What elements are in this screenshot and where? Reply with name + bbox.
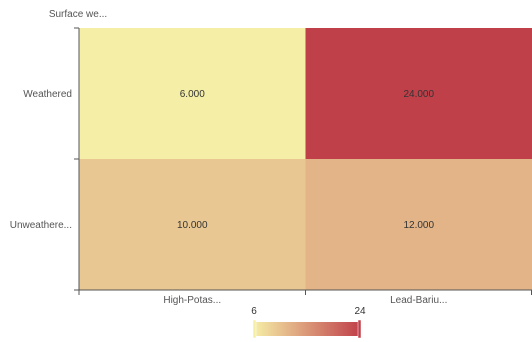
visual-map-min-label: 6 — [251, 306, 257, 317]
x-axis-ticks: High-Potas... Lead-Bariu... — [78, 290, 532, 306]
heatmap-cell[interactable] — [305, 159, 532, 290]
axes: Surface we... Weathered Unweathere... Hig… — [10, 9, 532, 306]
x-axis-tick-label: High-Potas... — [163, 295, 221, 306]
y-axis-tick-label: Weathered — [23, 89, 72, 100]
heatmap-cell[interactable] — [79, 28, 306, 159]
visual-map[interactable]: 6 24 — [251, 306, 366, 339]
heatmap-cell-labels: 6.000 24.000 10.000 12.000 — [177, 89, 435, 231]
x-axis-tick-label: Lead-Bariu... — [390, 295, 447, 306]
visual-map-max-handle[interactable] — [357, 319, 362, 339]
y-axis-title: Surface we... — [49, 9, 107, 20]
heatmap-cell-label: 6.000 — [180, 89, 205, 100]
y-axis-tick-label: Unweathere... — [10, 220, 72, 231]
visual-map-gradient-bar — [254, 322, 360, 336]
y-axis-ticks: Weathered Unweathere... — [10, 27, 79, 291]
heatmap-cells — [79, 28, 532, 290]
heatmap-cell-label: 24.000 — [403, 89, 434, 100]
heatmap-cell-label: 12.000 — [403, 220, 434, 231]
heatmap-cell[interactable] — [79, 159, 306, 290]
heatmap-cell-label: 10.000 — [177, 220, 208, 231]
heatmap-cell[interactable] — [305, 28, 532, 159]
visual-map-min-handle[interactable] — [252, 319, 257, 339]
visual-map-max-label: 24 — [354, 306, 366, 317]
